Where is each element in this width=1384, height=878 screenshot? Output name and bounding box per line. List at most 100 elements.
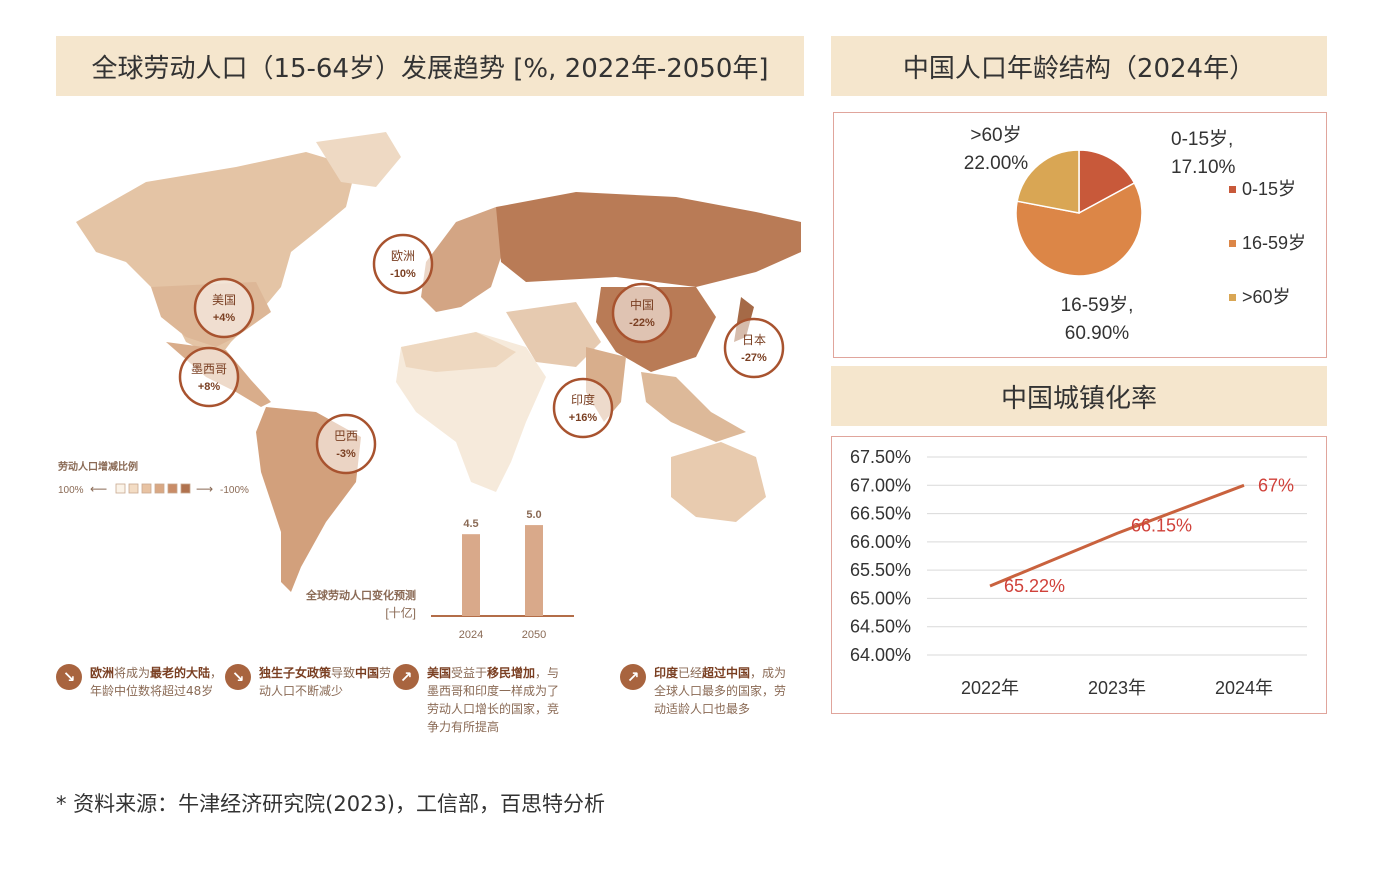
callout-6: 印度 +16% [552, 377, 614, 439]
callout-2: 巴西 -3% [315, 413, 377, 475]
callout-change: -10% [390, 268, 416, 280]
arrow-down-right-icon: ↘ [225, 664, 251, 690]
continents [76, 132, 801, 592]
pie-legend-label: 0-15岁 [1242, 179, 1296, 199]
note-plain: ，成为全球人口最多的国家，劳动适龄人口也最多 [654, 666, 787, 716]
callout-ring [178, 346, 240, 408]
source-note: * 资料来源：牛津经济研究院(2023)，工信部，百思特分析 [56, 792, 606, 816]
y-tick-label: 64.50% [850, 617, 911, 637]
forecast-category-label: 2024 [459, 629, 483, 641]
europe-shape [421, 207, 506, 312]
note-plain: 导致 [331, 666, 356, 680]
forecast-title: 全球劳动人口变化预测 [305, 588, 416, 602]
pie-data-label: 17.10% [1171, 157, 1236, 178]
pie-title-text: 中国人口年龄结构（2024年） [902, 53, 1256, 84]
note-plain: 劳动人口不断减少 [259, 666, 392, 698]
line-data-label: 65.22% [1004, 576, 1065, 596]
note-highlight: 最老的大陆 [150, 666, 211, 680]
forecast-bar-2024 [462, 534, 480, 616]
line-data-label: 66.15% [1131, 515, 1192, 535]
callout-country: 墨西哥 [191, 362, 227, 376]
x-tick-label: 2022年 [961, 678, 1019, 698]
pie-data-label: 0-15岁, [1171, 128, 1233, 150]
callout-ring [723, 317, 785, 379]
southeast-asia-shape [641, 372, 746, 442]
note-0: ↘ 欧洲将成为最老的大陆，年龄中位数将超过48岁 [56, 664, 226, 700]
note-plain: 受益于 [451, 666, 488, 680]
arrow-up-right-icon: ↗ [620, 664, 646, 690]
middle-east-shape [506, 302, 601, 367]
legend-swatch [128, 483, 139, 494]
y-tick-label: 66.00% [850, 532, 911, 552]
legend-swatch [180, 483, 191, 494]
legend-swatch [154, 483, 165, 494]
note-2: ↗ 美国受益于移民增加，与墨西哥和印度一样成为了劳动人口增长的国家，竞争力有所提高 [393, 664, 563, 736]
arrow-down-right-icon: ↘ [56, 664, 82, 690]
pie-legend-swatch [1229, 240, 1236, 247]
callout-change: +16% [569, 412, 598, 424]
note-highlight: 超过中国 [702, 666, 751, 680]
callout-ring [315, 413, 377, 475]
callout-4: 中国 -22% [611, 282, 673, 344]
legend-title: 劳动人口增减比例 [58, 460, 138, 473]
australia-shape [671, 442, 766, 522]
forecast-bar-2050 [525, 525, 543, 616]
callout-change: -27% [741, 352, 767, 364]
pie-slice-1 [1015, 181, 1143, 277]
callout-country: 日本 [742, 333, 766, 347]
pie-data-label: 22.00% [964, 153, 1029, 174]
map-panel-title: 全球劳动人口（15-64岁）发展趋势 [%, 2022年-2050年] [56, 36, 804, 96]
forecast-unit: [十亿] [385, 605, 416, 620]
greenland-shape [316, 132, 401, 187]
line-chart-box: 67.50% 67.00% 66.50% 66.00% 65.50% 65.00% 64.5… [831, 436, 1327, 714]
pie-panel-title: 中国人口年龄结构（2024年） [831, 36, 1327, 96]
callout-ring [552, 377, 614, 439]
note-text: 印度已经超过中国，成为全球人口最多的国家，劳动适龄人口也最多 [654, 664, 790, 718]
africa-north-shape [401, 332, 516, 372]
note-plain: ，与墨西哥和印度一样成为了劳动人口增长的国家，竞争力有所提高 [427, 666, 560, 734]
russia-shape [496, 192, 801, 287]
forecast-value-label: 4.5 [463, 518, 478, 530]
pie-legend-swatch [1229, 186, 1236, 193]
x-tick-label: 2024年 [1215, 678, 1273, 698]
legend-swatch [141, 483, 152, 494]
callout-change: -22% [629, 317, 655, 329]
pie-legend-label: >60岁 [1242, 287, 1291, 307]
legend-arrow-right-icon: ⟶ [196, 482, 213, 496]
y-tick-label: 65.50% [850, 560, 911, 580]
pie-chart-box: 0-15岁, 17.10% 16-59岁, 60.90% >60岁 22.00% 0-15岁… [833, 112, 1327, 358]
callout-country: 欧洲 [391, 249, 415, 263]
line-title-text: 中国城镇化率 [1000, 383, 1157, 414]
note-text: 美国受益于移民增加，与墨西哥和印度一样成为了劳动人口增长的国家，竞争力有所提高 [427, 664, 563, 736]
note-highlight: 中国 [355, 666, 380, 680]
callout-0: 美国 +4% [193, 277, 255, 339]
callout-1: 墨西哥 +8% [178, 346, 240, 408]
map-legend: 劳动人口增减比例 100% ⟵ ⟶ -100% [58, 460, 249, 496]
callout-change: +8% [198, 381, 221, 393]
forecast-value-label: 5.0 [526, 509, 541, 521]
pie-legend-label: 16-59岁 [1242, 233, 1306, 253]
pie-legend-swatch [1229, 294, 1236, 301]
north-america-shape [76, 152, 356, 362]
forecast-bar-chart: 全球劳动人口变化预测 [十亿] 4.5 2024 5.0 2050 [305, 509, 574, 641]
note-plain: 已经 [678, 666, 703, 680]
y-tick-label: 65.00% [850, 588, 911, 608]
callout-5: 日本 -27% [723, 317, 785, 379]
line-series [989, 483, 1245, 588]
pie-data-label: 16-59岁, [1061, 294, 1134, 316]
callout-ring [611, 282, 673, 344]
callout-change: -3% [336, 448, 356, 460]
world-map: 美国 +4% 墨西哥 +8% 巴西 -3% 欧洲 -10% 中国 -22% 日本 -27% 印度 +16%… [58, 132, 801, 641]
note-text: 欧洲将成为最老的大陆，年龄中位数将超过48岁 [90, 664, 226, 700]
legend-swatch [167, 483, 178, 494]
forecast-category-label: 2050 [522, 629, 546, 641]
note-highlight: 独生子女政策 [259, 666, 332, 680]
x-tick-label: 2023年 [1088, 678, 1146, 698]
callout-country: 巴西 [334, 429, 358, 443]
arrow-up-right-icon: ↗ [393, 664, 419, 690]
line-data-label: 67% [1258, 475, 1294, 495]
pie-chart: 0-15岁, 17.10% 16-59岁, 60.90% >60岁 22.00% 0-15岁… [964, 124, 1306, 344]
note-highlight: 美国 [427, 666, 452, 680]
y-tick-label: 67.00% [850, 475, 911, 495]
line-chart: 67.50% 67.00% 66.50% 66.00% 65.50% 65.00% 64.5… [850, 447, 1307, 698]
